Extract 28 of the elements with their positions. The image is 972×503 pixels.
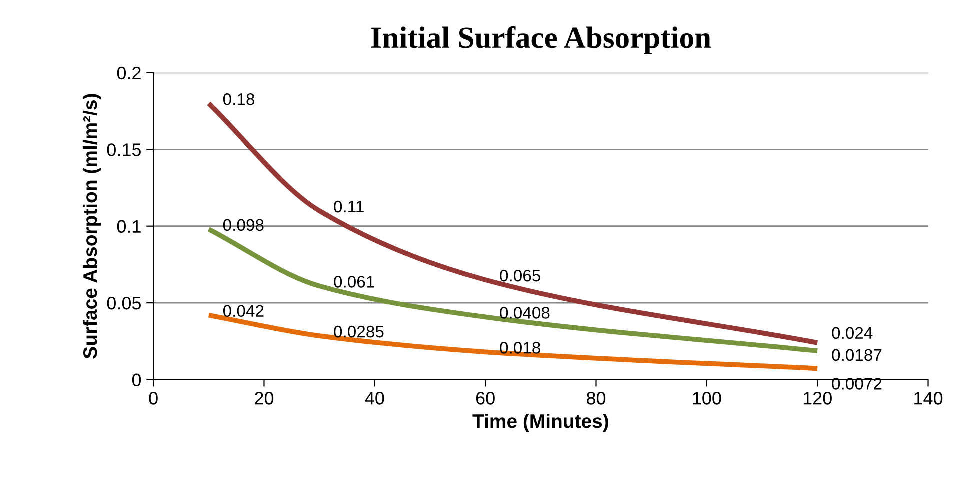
- data-label: 0.18: [223, 94, 255, 106]
- y-tick-label: 0.15: [107, 144, 142, 156]
- x-tick-label: 140: [914, 392, 943, 405]
- x-tick-label: 60: [476, 392, 495, 405]
- data-label: 0.0187: [832, 349, 882, 362]
- data-label: 0.11: [334, 200, 364, 213]
- data-label: 0.098: [223, 219, 264, 232]
- y-axis-title: Surface Absorption (ml/m²/s): [82, 94, 102, 359]
- data-label: 0.042: [223, 305, 264, 318]
- y-tick-label: 0.2: [117, 66, 141, 80]
- x-tick-label: 40: [365, 392, 384, 405]
- x-tick-label: 80: [586, 392, 606, 405]
- x-tick-label: 20: [255, 392, 274, 405]
- data-label: 0.061: [334, 276, 374, 288]
- data-label: 0.0285: [334, 326, 384, 338]
- y-tick-label: 0: [132, 374, 142, 386]
- x-axis-title: Time (Minutes): [472, 414, 608, 432]
- y-tick-label: 0.1: [117, 220, 141, 234]
- data-label: 0.024: [832, 327, 873, 340]
- data-label: 0.0072: [832, 378, 882, 390]
- data-label: 0.0408: [500, 307, 550, 319]
- data-label: 0.018: [500, 342, 540, 354]
- chart-title: Initial Surface Absorption: [371, 26, 712, 54]
- data-label: 0.065: [500, 270, 540, 282]
- x-tick-label: 0: [149, 392, 158, 405]
- y-tick-label: 0.05: [107, 296, 142, 310]
- x-tick-label: 100: [693, 392, 722, 405]
- x-tick-label: 120: [804, 392, 832, 405]
